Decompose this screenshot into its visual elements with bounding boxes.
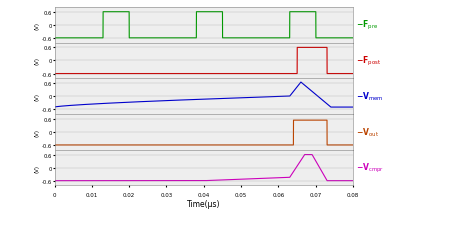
Y-axis label: (V): (V) xyxy=(35,22,39,30)
Text: $\mathbf{-F}_{\mathrm{pre}}$: $\mathbf{-F}_{\mathrm{pre}}$ xyxy=(356,19,378,32)
Text: $\mathbf{-V}_{\mathrm{out}}$: $\mathbf{-V}_{\mathrm{out}}$ xyxy=(356,126,379,139)
Y-axis label: (V): (V) xyxy=(35,57,39,65)
Text: $\mathbf{-V}_{\mathrm{cmpr}}$: $\mathbf{-V}_{\mathrm{cmpr}}$ xyxy=(356,161,383,174)
X-axis label: Time(μs): Time(μs) xyxy=(187,199,220,208)
Y-axis label: (V): (V) xyxy=(35,164,39,172)
Text: $\mathbf{-F}_{\mathrm{post}}$: $\mathbf{-F}_{\mathrm{post}}$ xyxy=(356,55,381,68)
Y-axis label: (V): (V) xyxy=(35,93,39,101)
Text: $\mathbf{-V}_{\mathrm{mem}}$: $\mathbf{-V}_{\mathrm{mem}}$ xyxy=(356,90,383,103)
Y-axis label: (V): (V) xyxy=(35,128,39,136)
